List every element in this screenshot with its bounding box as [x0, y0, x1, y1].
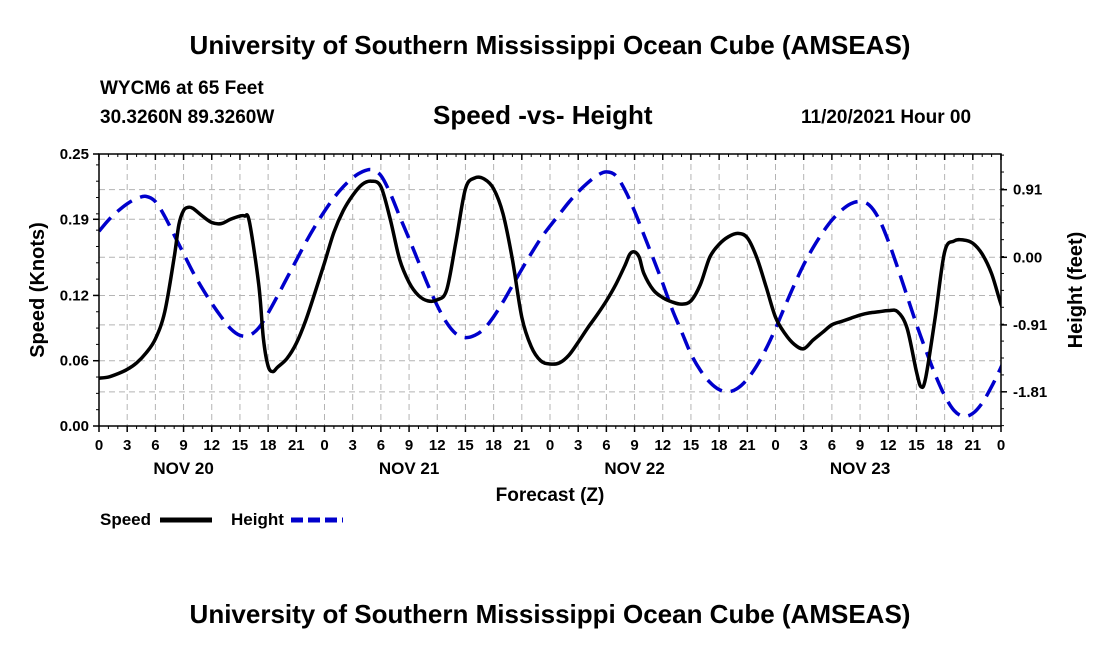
x-tick-label: 6 [377, 437, 385, 454]
x-tick-label: 0 [997, 437, 1005, 454]
x-tick-label: 12 [203, 437, 220, 454]
series-layer [99, 167, 1001, 419]
x-tick-label: 21 [739, 437, 756, 454]
x-day-label: NOV 20 [153, 459, 213, 478]
x-tick-label: 0 [771, 437, 779, 454]
legend: Speed Height [100, 510, 343, 529]
legend-label-speed: Speed [100, 510, 151, 529]
footer-title: University of Southern Mississippi Ocean… [189, 599, 911, 629]
x-tick-label: 0 [320, 437, 328, 454]
x-day-label: NOV 23 [830, 459, 890, 478]
x-tick-label: 15 [908, 437, 925, 454]
x-tick-label: 3 [123, 437, 131, 454]
y-axis-label: Speed (Knots) [27, 222, 49, 358]
station-label: WYCM6 at 65 Feet [100, 78, 264, 99]
legend-label-height: Height [231, 510, 284, 529]
x-tick-label: 18 [936, 437, 953, 454]
y2-tick-label: 0.91 [1013, 182, 1042, 199]
y-axis-right: 0.91 0.00 -0.91 -1.81 [1001, 154, 1047, 427]
x-tick-label: 18 [485, 437, 502, 454]
y2-tick-label: -1.81 [1013, 384, 1047, 401]
series-line-height [99, 167, 1001, 419]
station-coordinates: 30.3260N 89.3260W [100, 107, 275, 128]
x-tick-label: 0 [95, 437, 103, 454]
x-tick-label: 15 [683, 437, 700, 454]
y-tick-label: 0.25 [60, 146, 89, 163]
x-tick-label: 3 [349, 437, 357, 454]
x-axis: 0 3 6 9 12 15 18 21 0 3 6 9 12 15 18 21 0 3 6 9 12 15 18 21 0 3 6 9… [95, 154, 1005, 478]
x-tick-label: 3 [800, 437, 808, 454]
chart-subtitle: Speed -vs- Height [433, 100, 653, 130]
y-axis-left: 0.00 0.06 0.12 0.19 0.25 [60, 146, 99, 435]
x-tick-label: 21 [513, 437, 530, 454]
forecast-datetime: 11/20/2021 Hour 00 [801, 107, 972, 128]
x-tick-label: 3 [574, 437, 582, 454]
y2-tick-label: 0.00 [1013, 249, 1042, 266]
x-day-label: NOV 21 [379, 459, 439, 478]
series-line-speed [99, 175, 1001, 390]
x-tick-label: 6 [828, 437, 836, 454]
x-tick-label: 18 [711, 437, 728, 454]
x-tick-label: 15 [457, 437, 474, 454]
x-tick-label: 0 [546, 437, 554, 454]
x-tick-label: 12 [880, 437, 897, 454]
x-day-label: NOV 22 [604, 459, 664, 478]
y-tick-label: 0.06 [60, 353, 89, 370]
x-tick-label: 6 [151, 437, 159, 454]
y2-axis-label: Height (feet) [1065, 232, 1087, 349]
y-tick-label: 0.19 [60, 211, 89, 228]
x-axis-label: Forecast (Z) [496, 485, 605, 506]
y-tick-label: 0.12 [60, 287, 89, 304]
x-tick-label: 9 [856, 437, 864, 454]
x-tick-label: 15 [232, 437, 249, 454]
x-tick-label: 6 [602, 437, 610, 454]
chart-title: University of Southern Mississippi Ocean… [189, 30, 911, 60]
y2-tick-label: -0.91 [1013, 317, 1047, 334]
x-tick-label: 21 [964, 437, 981, 454]
x-tick-label: 12 [654, 437, 671, 454]
grid-lines [99, 154, 1001, 426]
x-tick-label: 12 [429, 437, 446, 454]
x-tick-label: 18 [260, 437, 277, 454]
x-tick-label: 21 [288, 437, 305, 454]
x-tick-label: 9 [630, 437, 638, 454]
x-tick-label: 9 [405, 437, 413, 454]
x-tick-label: 9 [179, 437, 187, 454]
y-tick-label: 0.00 [60, 418, 89, 435]
